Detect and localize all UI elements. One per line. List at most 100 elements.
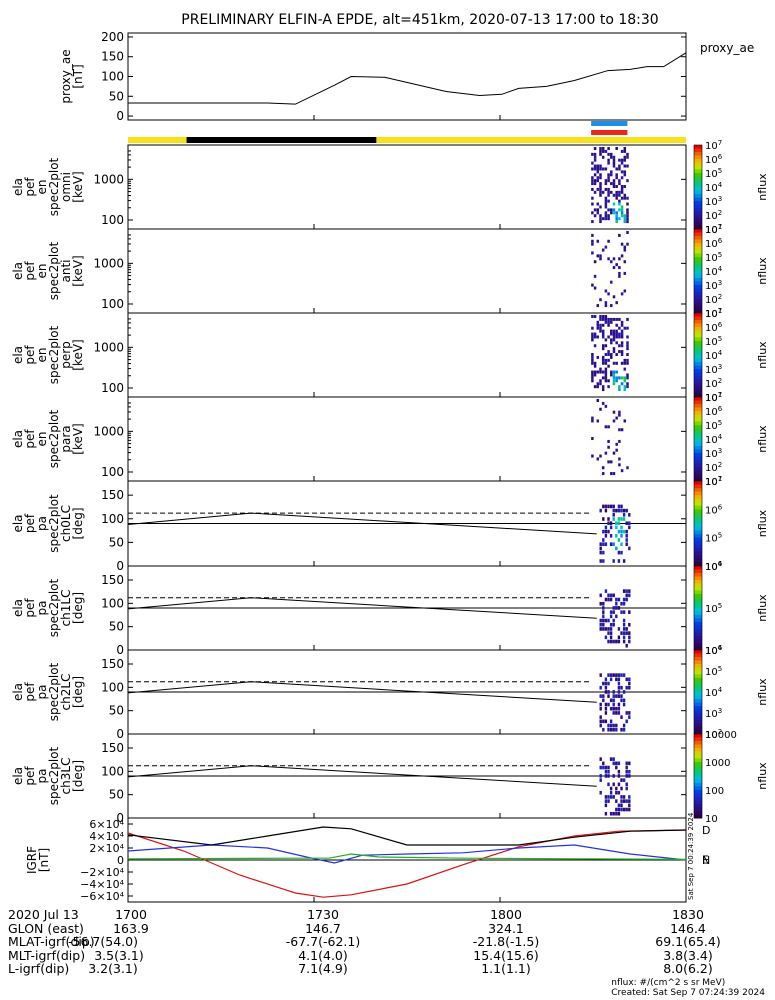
spectrogram-pixel (604, 317, 608, 321)
pitch-angle-pixel (622, 702, 626, 707)
footer-value: 1730 (307, 907, 339, 922)
spectrogram-pixel (612, 202, 616, 206)
pitch-angle-pixel (622, 529, 626, 534)
pitch-angle-pixel (609, 698, 613, 703)
spectrogram-pixel (610, 190, 613, 194)
axis-label-line: en (35, 180, 49, 195)
spectrogram-pixel (620, 211, 624, 215)
spectrogram-pixel (607, 379, 610, 383)
spectrogram-pixel (593, 361, 597, 365)
spectrogram-pixel (618, 385, 621, 389)
colorbar-cell (694, 664, 702, 668)
pitch-angle-pixel (617, 790, 621, 795)
spectrogram-pixel (596, 457, 600, 461)
colorbar-cell (694, 337, 702, 342)
footer-label: GLON (east) (8, 920, 84, 936)
colorbar-cell (694, 502, 702, 507)
igrf-line-E (127, 853, 687, 861)
spectrogram-pixel (601, 329, 605, 333)
pitch-angle-pixel (604, 719, 608, 724)
spectrogram-pixel (591, 376, 594, 380)
axis-label-line: spec2plot (47, 746, 61, 805)
colorbar-cell (694, 267, 702, 272)
colorbar-cell (694, 688, 702, 693)
colorbar-cell (694, 537, 702, 542)
spectrogram-pixel (599, 149, 602, 153)
colorbar-cell (694, 208, 702, 212)
spectrogram-pixel (604, 451, 608, 455)
pitch-angle-pixel (607, 631, 610, 635)
spectrogram-pixel (607, 257, 610, 261)
spectrogram-pixel (593, 373, 597, 377)
colorbar-cell (694, 523, 702, 528)
colorbar-tick-label: 104 (705, 349, 723, 362)
pitch-angle-pixel (628, 622, 631, 627)
pitch-angle-pixel (625, 593, 628, 598)
colorbar-cell (694, 558, 702, 563)
spectrogram-pixel (604, 404, 608, 408)
pitch-angle-pixel (620, 525, 623, 530)
colorbar-label: nflux (756, 425, 769, 453)
pitch-angle-pixel (612, 610, 615, 614)
axis-label-line: spec2plot (47, 157, 61, 216)
colorbar-tick-label: 102 (705, 461, 722, 474)
axis-label-line: spec2plot (47, 409, 61, 468)
spectrogram-pixel (618, 388, 621, 392)
spectrogram-pixel (615, 190, 618, 194)
colorbar-cell (694, 229, 702, 233)
spectrogram-pixel (593, 364, 597, 368)
spectrogram-pixel (618, 439, 621, 443)
axis-label-line: en (35, 432, 49, 447)
spectrogram-pixel (599, 298, 602, 302)
pitch-angle-pixel (609, 593, 613, 598)
pitch-angle-pixel (625, 534, 628, 538)
pitch-angle-pixel (628, 513, 631, 517)
spectrogram-pixel (620, 332, 624, 336)
colorbar-cell (694, 155, 702, 160)
footer-label: L-igrf(dip) (8, 961, 70, 976)
colorbar-cell (694, 530, 702, 535)
footer-value: 1.1(1.1) (481, 961, 531, 976)
pitch-angle-pixel (622, 597, 626, 602)
colorbar-cell (694, 562, 702, 567)
spectrogram-pixel (610, 317, 613, 321)
colorbar-cell (694, 587, 702, 591)
pitch-angle-pixel (628, 761, 631, 766)
spectrogram-pixel (607, 317, 610, 321)
axis-label-line: ela (11, 599, 25, 617)
colorbar-cell (694, 709, 702, 714)
spectrogram-pixel (607, 190, 610, 194)
spectrogram-pixel (615, 193, 618, 197)
spectrogram-pixel (610, 304, 613, 308)
pitch-angle-pixel (620, 631, 623, 635)
pitch-angle-pixel (628, 685, 631, 690)
spectrogram-pixel (604, 217, 608, 221)
igrf-legend-D: D (702, 824, 710, 837)
pitch-angle-pixel (620, 786, 623, 791)
spectrogram-pixel (612, 370, 616, 374)
pitch-angle-pixel (599, 550, 602, 555)
spectrogram-pixel (599, 193, 602, 197)
pitch-angle-pixel (615, 546, 618, 551)
spectrogram-pixel (591, 335, 594, 339)
spectrogram-pixel (612, 182, 616, 186)
pitch-angle-pixel (604, 589, 608, 593)
spectrogram-pixels (591, 147, 629, 224)
pitch-angle-pixel (615, 727, 618, 732)
pitch-angle-pixel (599, 622, 602, 627)
colorbar-cell (694, 152, 702, 156)
colorbar-cell (694, 278, 702, 282)
spectrogram-pixel (601, 167, 605, 171)
pitch-angle-pixel (622, 622, 626, 627)
colorbar-cell (694, 744, 702, 749)
pitch-angle-pixel (617, 769, 621, 774)
spectrogram-pixel (599, 254, 602, 258)
colorbar-cell (694, 250, 702, 254)
y-tick-label: −2×10⁴ (80, 866, 124, 879)
loss-cone-line (127, 681, 597, 703)
colorbar-cell (694, 414, 702, 419)
spectrogram-pixel (620, 350, 624, 354)
spectrogram-pixel (612, 347, 616, 351)
spectrogram-pixel (626, 196, 629, 200)
